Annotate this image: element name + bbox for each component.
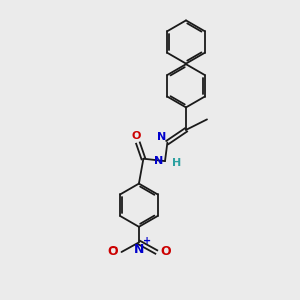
Text: H: H bbox=[172, 158, 181, 169]
Text: N: N bbox=[157, 132, 166, 142]
Text: O: O bbox=[132, 131, 141, 141]
Text: O: O bbox=[107, 245, 118, 259]
Text: O: O bbox=[160, 245, 170, 259]
Text: N: N bbox=[134, 243, 144, 256]
Text: N: N bbox=[154, 156, 164, 166]
Text: +: + bbox=[143, 236, 152, 246]
Text: −: − bbox=[108, 242, 118, 253]
